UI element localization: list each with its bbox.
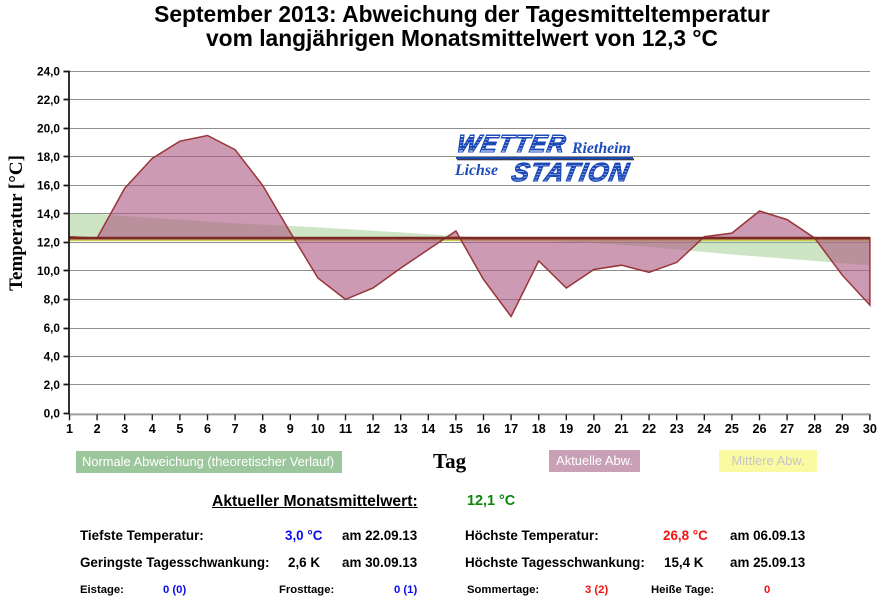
svg-text:17: 17 [504, 422, 518, 436]
svg-text:8: 8 [259, 422, 266, 436]
svg-text:7: 7 [232, 422, 239, 436]
svg-text:8,0: 8,0 [44, 293, 61, 307]
svg-text:2: 2 [94, 422, 101, 436]
svg-text:16,0: 16,0 [37, 179, 60, 193]
svg-text:11: 11 [339, 422, 352, 436]
svg-text:30: 30 [863, 422, 877, 436]
svg-text:22,0: 22,0 [37, 93, 60, 107]
svg-text:4: 4 [149, 422, 156, 436]
svg-text:23: 23 [670, 422, 684, 436]
svg-text:18: 18 [532, 422, 546, 436]
svg-text:0,0: 0,0 [44, 407, 61, 421]
svg-text:12,0: 12,0 [37, 236, 60, 250]
svg-text:24,0: 24,0 [37, 64, 60, 78]
svg-text:27: 27 [780, 422, 794, 436]
svg-text:1: 1 [66, 422, 73, 436]
svg-text:10,0: 10,0 [37, 264, 60, 278]
svg-text:19: 19 [559, 422, 573, 436]
svg-text:22: 22 [642, 422, 656, 436]
svg-text:20: 20 [587, 422, 601, 436]
svg-text:26: 26 [752, 422, 766, 436]
svg-text:21: 21 [614, 422, 628, 436]
svg-text:3: 3 [121, 422, 128, 436]
svg-text:4,0: 4,0 [44, 350, 61, 364]
svg-text:18,0: 18,0 [37, 150, 60, 164]
svg-text:29: 29 [835, 422, 849, 436]
svg-text:6: 6 [204, 422, 211, 436]
svg-text:16: 16 [476, 422, 490, 436]
svg-text:14,0: 14,0 [37, 207, 60, 221]
svg-text:9: 9 [287, 422, 294, 436]
svg-text:13: 13 [394, 422, 408, 436]
svg-text:5: 5 [176, 422, 183, 436]
svg-text:24: 24 [697, 422, 711, 436]
svg-text:28: 28 [808, 422, 822, 436]
svg-text:12: 12 [366, 422, 380, 436]
svg-text:20,0: 20,0 [37, 121, 60, 135]
svg-text:25: 25 [725, 422, 739, 436]
svg-text:6,0: 6,0 [44, 321, 61, 335]
svg-text:14: 14 [421, 422, 435, 436]
svg-text:10: 10 [311, 422, 325, 436]
svg-text:2,0: 2,0 [44, 378, 61, 392]
svg-text:15: 15 [449, 422, 463, 436]
